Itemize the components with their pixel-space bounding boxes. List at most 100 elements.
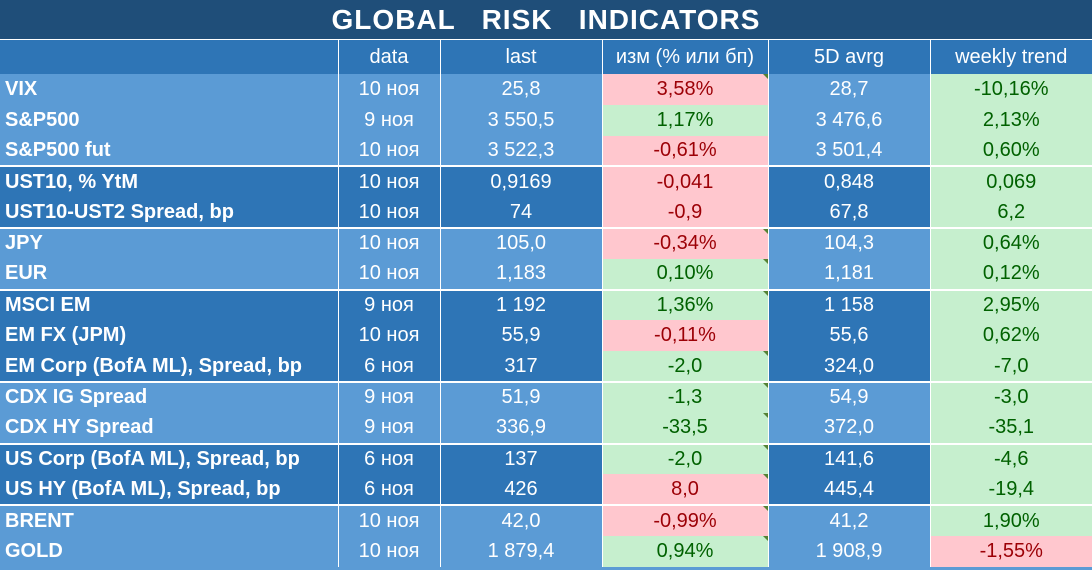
cell-weekly-trend[interactable]: 2,13% [930, 104, 1092, 136]
cell-date[interactable]: 9 ноя [338, 380, 441, 413]
cell-date[interactable]: 10 ноя [338, 258, 441, 290]
cell-date[interactable]: 9 ноя [338, 288, 441, 321]
cell-5d-avg[interactable]: 3 501,4 [768, 135, 931, 167]
cell-change[interactable]: 1,17% [602, 104, 769, 136]
cell-weekly-trend[interactable]: -7,0 [930, 351, 1092, 382]
cell-indicator-name[interactable]: MSCI EM [0, 288, 339, 321]
cell-weekly-trend[interactable]: 0,60% [930, 135, 1092, 167]
cell-date[interactable]: 6 ноя [338, 351, 441, 382]
cell-5d-avg[interactable]: 324,0 [768, 351, 931, 382]
cell-last[interactable]: 3 522,3 [440, 135, 603, 167]
cell-last[interactable]: 1,183 [440, 258, 603, 290]
cell-weekly-trend[interactable]: -19,4 [930, 474, 1092, 506]
cell-change[interactable]: 0,94% [602, 535, 769, 567]
cell-weekly-trend[interactable]: -4,6 [930, 442, 1092, 475]
cell-last[interactable]: 426 [440, 474, 603, 506]
header-change[interactable]: изм (% или бп) [602, 40, 769, 74]
cell-change[interactable]: -2,0 [602, 442, 769, 475]
cell-last[interactable]: 1 879,4 [440, 535, 603, 567]
cell-change[interactable]: -0,99% [602, 504, 769, 536]
cell-indicator-name[interactable]: GOLD [0, 535, 339, 567]
cell-change[interactable]: -0,34% [602, 226, 769, 259]
cell-date[interactable]: 6 ноя [338, 442, 441, 475]
cell-date[interactable]: 10 ноя [338, 504, 441, 536]
cell-indicator-name[interactable]: EUR [0, 258, 339, 290]
cell-indicator-name[interactable]: VIX [0, 74, 339, 105]
cell-indicator-name[interactable]: JPY [0, 226, 339, 259]
cell-last[interactable]: 336,9 [440, 412, 603, 444]
cell-date[interactable]: 10 ноя [338, 197, 441, 228]
cell-change[interactable]: 8,0 [602, 474, 769, 506]
cell-weekly-trend[interactable]: -1,55% [930, 535, 1092, 567]
cell-indicator-name[interactable]: CDX IG Spread [0, 380, 339, 413]
cell-weekly-trend[interactable]: 0,12% [930, 258, 1092, 290]
cell-5d-avg[interactable]: 0,848 [768, 165, 931, 198]
cell-indicator-name[interactable]: UST10-UST2 Spread, bp [0, 197, 339, 228]
cell-weekly-trend[interactable]: 2,95% [930, 288, 1092, 321]
header-weekly-trend[interactable]: weekly trend [930, 40, 1092, 74]
cell-weekly-trend[interactable]: -10,16% [930, 74, 1092, 105]
cell-indicator-name[interactable]: EM FX (JPM) [0, 320, 339, 352]
header-5d-avg[interactable]: 5D avrg [768, 40, 931, 74]
header-name[interactable] [0, 40, 339, 74]
cell-date[interactable]: 10 ноя [338, 165, 441, 198]
cell-5d-avg[interactable]: 104,3 [768, 226, 931, 259]
cell-last[interactable]: 1 192 [440, 288, 603, 321]
cell-date[interactable]: 10 ноя [338, 226, 441, 259]
cell-change[interactable]: -0,61% [602, 135, 769, 167]
cell-5d-avg[interactable]: 1 908,9 [768, 535, 931, 567]
cell-change[interactable]: 0,10% [602, 258, 769, 290]
cell-5d-avg[interactable]: 372,0 [768, 412, 931, 444]
cell-change[interactable]: 3,58% [602, 74, 769, 105]
cell-weekly-trend[interactable]: -35,1 [930, 412, 1092, 444]
cell-5d-avg[interactable]: 54,9 [768, 380, 931, 413]
cell-date[interactable]: 6 ноя [338, 474, 441, 506]
cell-5d-avg[interactable]: 41,2 [768, 504, 931, 536]
cell-last[interactable]: 42,0 [440, 504, 603, 536]
cell-5d-avg[interactable]: 67,8 [768, 197, 931, 228]
cell-last[interactable]: 317 [440, 351, 603, 382]
cell-5d-avg[interactable]: 141,6 [768, 442, 931, 475]
cell-weekly-trend[interactable]: 1,90% [930, 504, 1092, 536]
cell-change[interactable]: -1,3 [602, 380, 769, 413]
cell-5d-avg[interactable]: 55,6 [768, 320, 931, 352]
cell-weekly-trend[interactable]: 0,64% [930, 226, 1092, 259]
cell-last[interactable]: 105,0 [440, 226, 603, 259]
cell-change[interactable]: -0,041 [602, 165, 769, 198]
cell-indicator-name[interactable]: S&P500 fut [0, 135, 339, 167]
cell-weekly-trend[interactable]: 0,62% [930, 320, 1092, 352]
cell-change[interactable]: -33,5 [602, 412, 769, 444]
cell-indicator-name[interactable]: US Corp (BofA ML), Spread, bp [0, 442, 339, 475]
header-last[interactable]: last [440, 40, 603, 74]
cell-last[interactable]: 51,9 [440, 380, 603, 413]
cell-date[interactable]: 9 ноя [338, 104, 441, 136]
cell-5d-avg[interactable]: 3 476,6 [768, 104, 931, 136]
cell-date[interactable]: 10 ноя [338, 320, 441, 352]
cell-change[interactable]: -0,9 [602, 197, 769, 228]
cell-change[interactable]: 1,36% [602, 288, 769, 321]
cell-last[interactable]: 55,9 [440, 320, 603, 352]
cell-change[interactable]: -0,11% [602, 320, 769, 352]
cell-indicator-name[interactable]: EM Corp (BofA ML), Spread, bp [0, 351, 339, 382]
cell-last[interactable]: 3 550,5 [440, 104, 603, 136]
cell-change[interactable]: -2,0 [602, 351, 769, 382]
cell-last[interactable]: 74 [440, 197, 603, 228]
cell-5d-avg[interactable]: 1,181 [768, 258, 931, 290]
header-date[interactable]: data [338, 40, 441, 74]
cell-5d-avg[interactable]: 28,7 [768, 74, 931, 105]
cell-indicator-name[interactable]: UST10, % YtM [0, 165, 339, 198]
cell-5d-avg[interactable]: 1 158 [768, 288, 931, 321]
cell-indicator-name[interactable]: S&P500 [0, 104, 339, 136]
cell-date[interactable]: 10 ноя [338, 535, 441, 567]
cell-date[interactable]: 10 ноя [338, 135, 441, 167]
cell-indicator-name[interactable]: US HY (BofA ML), Spread, bp [0, 474, 339, 506]
cell-date[interactable]: 10 ноя [338, 74, 441, 105]
cell-indicator-name[interactable]: BRENT [0, 504, 339, 536]
cell-last[interactable]: 25,8 [440, 74, 603, 105]
cell-indicator-name[interactable]: CDX HY Spread [0, 412, 339, 444]
cell-date[interactable]: 9 ноя [338, 412, 441, 444]
cell-5d-avg[interactable]: 445,4 [768, 474, 931, 506]
cell-last[interactable]: 0,9169 [440, 165, 603, 198]
cell-weekly-trend[interactable]: 0,069 [930, 165, 1092, 198]
cell-weekly-trend[interactable]: -3,0 [930, 380, 1092, 413]
